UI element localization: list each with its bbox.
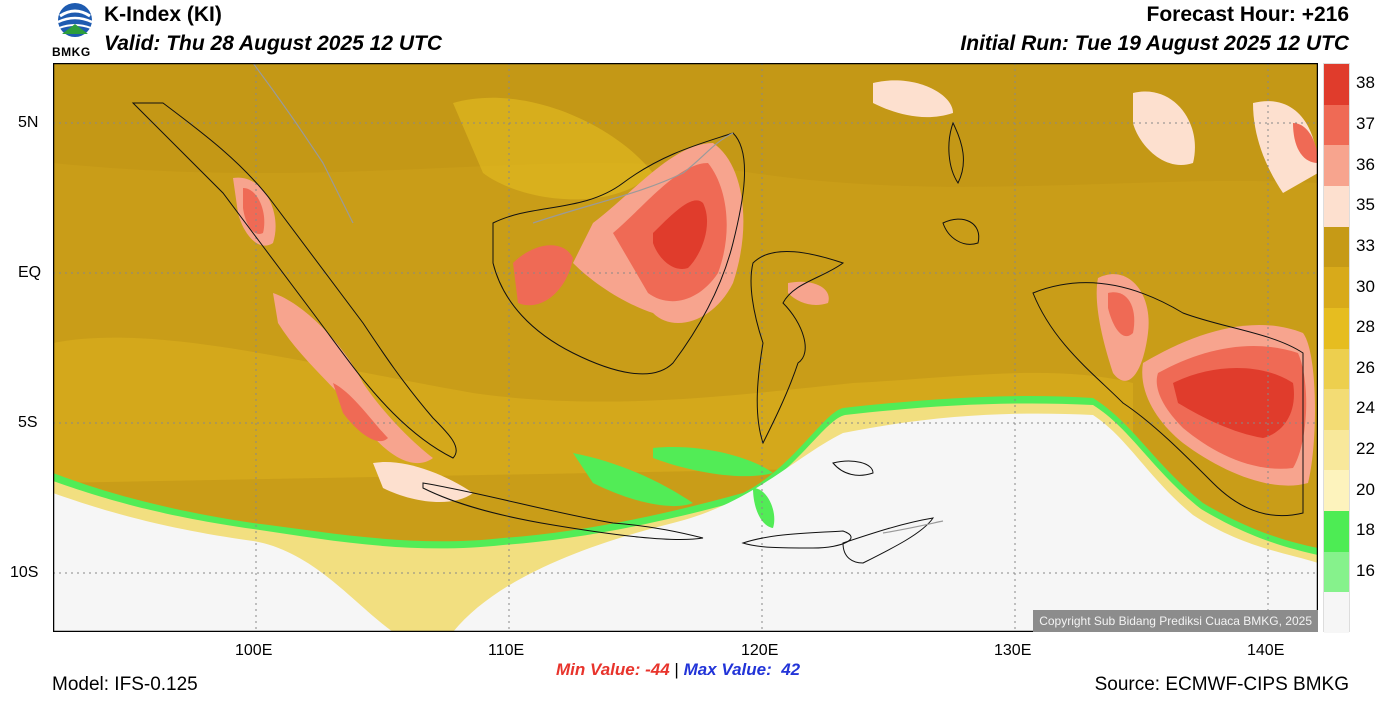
min-value: Min Value: -44 <box>556 660 670 679</box>
colorbar-swatch <box>1324 389 1349 431</box>
colorbar-swatch <box>1324 64 1349 106</box>
k-index-map <box>52 62 1319 633</box>
colorbar-swatch <box>1324 226 1349 268</box>
valid-time: Valid: Thu 28 August 2025 12 UTC <box>104 32 443 55</box>
colorbar-swatch <box>1324 592 1349 634</box>
initial-run: Initial Run: Tue 19 August 2025 12 UTC <box>960 32 1349 55</box>
colorbar-swatch <box>1324 104 1349 146</box>
colorbar-label: 35 <box>1356 195 1375 215</box>
model-label: Model: IFS-0.125 <box>52 674 198 695</box>
colorbar-label: 26 <box>1356 357 1375 377</box>
bmkg-logo: BMKG <box>52 2 98 60</box>
colorbar-swatch <box>1324 348 1349 390</box>
max-value: Max Value: 42 <box>683 660 801 679</box>
colorbar-swatch <box>1324 551 1349 593</box>
colorbar-label: 38 <box>1356 73 1375 93</box>
value-stats: Min Value: -44 | Max Value: 42 <box>556 660 800 680</box>
colorbar-label: 36 <box>1356 154 1375 174</box>
stats-separator: | <box>674 660 679 679</box>
logo-text: BMKG <box>52 45 91 59</box>
colorbar-swatch <box>1324 511 1349 553</box>
colorbar-label: 16 <box>1356 561 1375 581</box>
forecast-hour: Forecast Hour: +216 <box>1146 3 1350 26</box>
lon-tick-140e: 140E <box>1247 642 1285 659</box>
colorbar <box>1323 63 1350 634</box>
colorbar-swatch <box>1324 470 1349 512</box>
bmkg-emblem-icon <box>57 3 93 37</box>
chart-title: K-Index (KI) <box>104 3 222 26</box>
source-label: Source: ECMWF-CIPS BMKG <box>1094 674 1349 695</box>
lat-tick-5n: 5N <box>18 114 39 131</box>
colorbar-label: 33 <box>1356 235 1375 255</box>
lat-tick-5s: 5S <box>18 414 38 431</box>
colorbar-label: 37 <box>1356 113 1375 133</box>
colorbar-label: 18 <box>1356 520 1375 540</box>
lat-tick-10s: 10S <box>10 564 39 581</box>
colorbar-label: 28 <box>1356 317 1375 337</box>
colorbar-swatch <box>1324 267 1349 309</box>
colorbar-swatch <box>1324 145 1349 187</box>
lon-tick-100e: 100E <box>235 642 273 659</box>
colorbar-label: 24 <box>1356 398 1375 418</box>
colorbar-label: 20 <box>1356 479 1375 499</box>
colorbar-label: 30 <box>1356 276 1375 296</box>
colorbar-swatch <box>1324 307 1349 349</box>
colorbar-swatch <box>1324 429 1349 471</box>
lon-tick-120e: 120E <box>741 642 779 659</box>
lat-tick-eq: EQ <box>18 264 42 281</box>
lon-tick-130e: 130E <box>994 642 1032 659</box>
colorbar-swatch <box>1324 185 1349 228</box>
lon-tick-110e: 110E <box>488 642 525 659</box>
copyright-note: Copyright Sub Bidang Prediksi Cuaca BMKG… <box>1033 610 1318 632</box>
colorbar-labels: 38 37 36 35 33 30 28 26 24 22 20 18 16 <box>1352 63 1392 632</box>
colorbar-label: 22 <box>1356 439 1375 459</box>
map-panel: Copyright Sub Bidang Prediksi Cuaca BMKG… <box>52 62 1319 633</box>
